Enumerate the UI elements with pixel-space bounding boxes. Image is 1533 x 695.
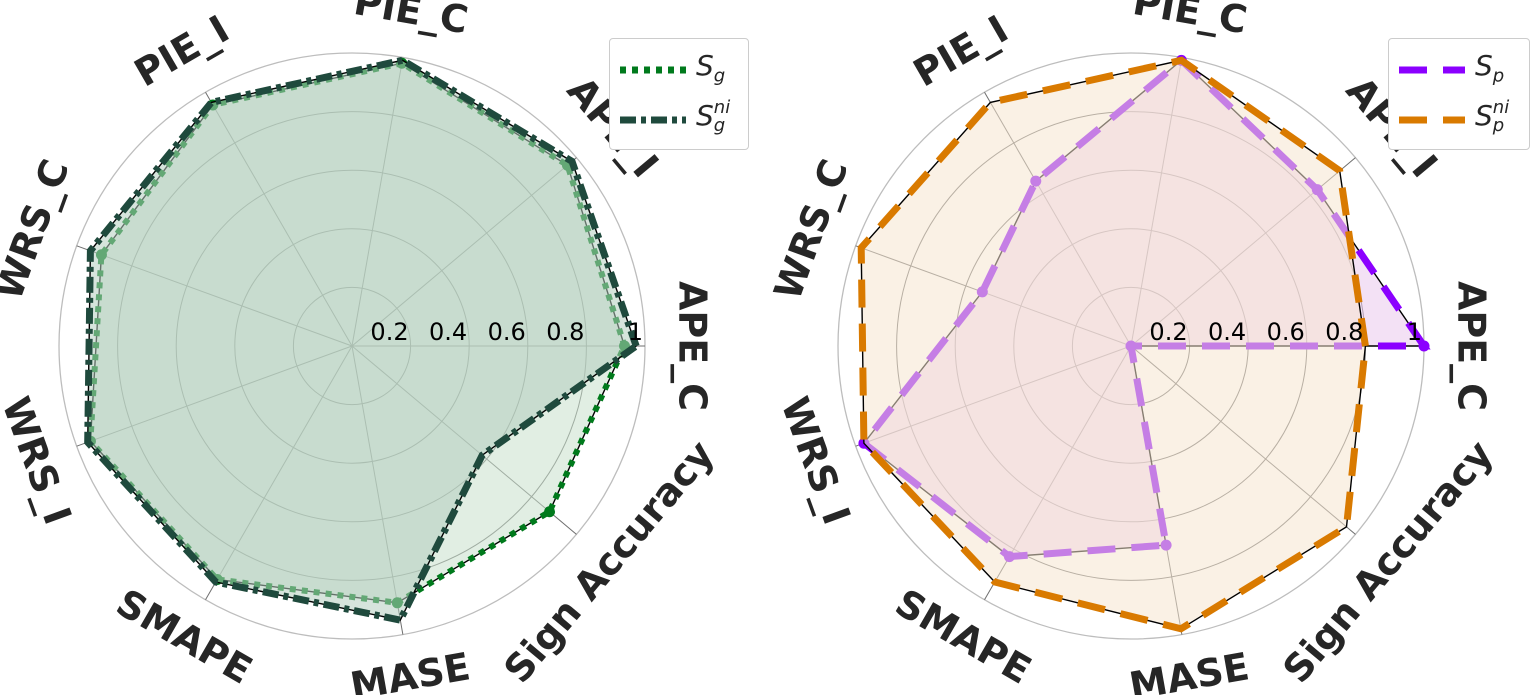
r-tick-label-0-8: 0.8 — [546, 318, 584, 346]
axis-label-ape-c: APE_C — [671, 281, 715, 411]
axis-label-smape: SMAPE — [888, 580, 1039, 692]
r-tick-label-0-6: 0.6 — [1267, 318, 1305, 346]
series-line-s-g-ni — [84, 56, 641, 625]
r-tick-label-1: 1 — [628, 318, 643, 346]
r-tick-label-0-6: 0.6 — [488, 318, 526, 346]
series-line-s-p-ni — [857, 56, 1369, 633]
axis-label-mase: MASE — [347, 644, 473, 695]
legend-label-s-p: Sp — [1475, 49, 1505, 87]
series-fill-s-p-ni — [861, 60, 1366, 629]
legend-swatch-s-g-ni — [620, 116, 686, 124]
r-tick-label-0-2: 0.2 — [1149, 318, 1187, 346]
r-tick-label-1: 1 — [1407, 318, 1422, 346]
legend-swatch-s-p — [1399, 66, 1465, 74]
r-tick-label-0-2: 0.2 — [370, 318, 408, 346]
axis-label-wrs-i: WRS_I — [0, 391, 80, 530]
axis-label-mase: MASE — [1126, 644, 1252, 695]
legend-item-s-p: Sp — [1389, 43, 1529, 93]
r-tick-label-0-4: 0.4 — [1208, 318, 1246, 346]
axis-label-pie-c: PIE_C — [1130, 0, 1251, 42]
axis-label-smape: SMAPE — [109, 580, 260, 692]
point-s-g-sign-accuracy — [544, 506, 556, 518]
axis-label-pie-c: PIE_C — [351, 0, 472, 42]
axis-label-wrs-c: WRS_C — [765, 154, 856, 306]
r-tick-label-0-8: 0.8 — [1325, 318, 1363, 346]
point-s-p-ape-c — [1418, 340, 1430, 352]
legend-swatch-s-p-ni — [1399, 116, 1465, 124]
legend-item-s-g: Sg — [610, 43, 748, 93]
legend-label-s-g: Sg — [696, 49, 726, 87]
axis-label-pie-i: PIE_I — [906, 7, 1016, 96]
legend-swatch-s-g — [620, 66, 686, 74]
axis-label-ape-c: APE_C — [1450, 281, 1494, 411]
axis-label-pie-i: PIE_I — [127, 7, 237, 96]
series-fill-s-g-ni — [87, 60, 637, 621]
r-tick-label-0-4: 0.4 — [429, 318, 467, 346]
